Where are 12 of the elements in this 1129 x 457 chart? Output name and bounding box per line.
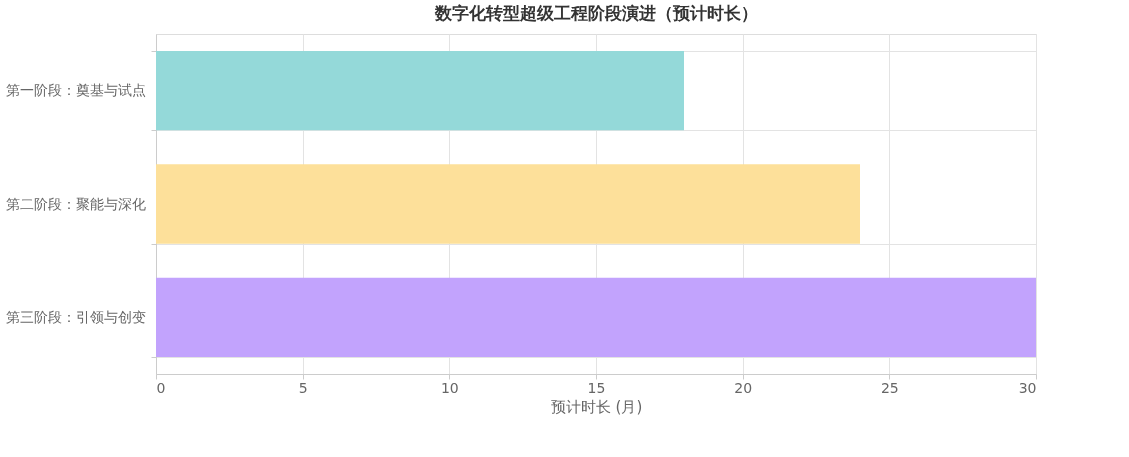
x-axis-title: 预计时长 (月) xyxy=(550,397,643,416)
chart-title: 数字化转型超级工程阶段演进（预计时长） xyxy=(433,3,758,23)
x-tick-label: 30 xyxy=(1018,379,1037,396)
x-tick-label: 15 xyxy=(587,379,606,396)
x-tick-label: 25 xyxy=(880,379,899,396)
y-tick-label: 第三阶段：引领与创变 xyxy=(5,308,146,325)
x-tick-label: 20 xyxy=(734,379,753,396)
x-tick-label: 10 xyxy=(440,379,459,396)
y-tick-label: 第一阶段：奠基与试点 xyxy=(5,82,146,99)
x-tick-label: 5 xyxy=(298,379,308,396)
y-tick-label: 第二阶段：聚能与深化 xyxy=(5,195,146,212)
x-tick-label: 0 xyxy=(156,379,166,396)
